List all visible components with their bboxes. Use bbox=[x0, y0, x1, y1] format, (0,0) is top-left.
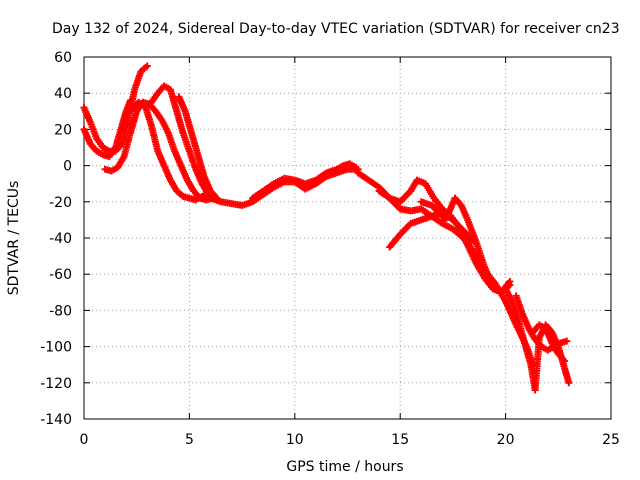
x-tick-label-0: 0 bbox=[80, 432, 89, 448]
series-trace-m bbox=[438, 212, 514, 296]
x-tick-label-4: 20 bbox=[497, 432, 515, 448]
series-trace-l bbox=[417, 194, 505, 296]
y-tick-label-8: -100 bbox=[40, 340, 72, 356]
series-trace-p bbox=[529, 321, 569, 365]
y-tick-label-0: 60 bbox=[54, 50, 72, 66]
point-trace-b-44 bbox=[126, 96, 134, 104]
series-trace-i bbox=[354, 169, 537, 369]
y-tick-label-4: -20 bbox=[49, 195, 72, 211]
x-axis-label: GPS time / hours bbox=[286, 459, 403, 475]
x-tick-label-1: 5 bbox=[185, 432, 194, 448]
data-points bbox=[80, 62, 573, 394]
y-tick-label-10: -140 bbox=[40, 412, 72, 428]
series-trace-e bbox=[147, 82, 219, 202]
point-trace-a-64 bbox=[143, 62, 151, 70]
y-tick-label-9: -120 bbox=[40, 376, 72, 392]
point-trace-p-24 bbox=[561, 357, 569, 365]
y-axis-label: SDTVAR / TECUs bbox=[6, 181, 22, 296]
series-trace-h bbox=[249, 160, 360, 202]
series-trace-b bbox=[80, 96, 134, 161]
y-tick-label-7: -80 bbox=[49, 303, 72, 319]
x-tick-label-5: 25 bbox=[602, 432, 620, 448]
y-axis: 60 40 20 0 -20 -40 -60 -80 -100 -120 -140 bbox=[40, 50, 611, 428]
point-trace-m-49 bbox=[506, 277, 514, 285]
y-tick-label-6: -60 bbox=[49, 267, 72, 283]
point-trace-o-37 bbox=[563, 337, 571, 345]
point-trace-h-52 bbox=[352, 163, 360, 171]
chart-title: Day 132 of 2024, Sidereal Day-to-day VTE… bbox=[52, 21, 620, 37]
y-tick-label-1: 40 bbox=[54, 86, 72, 102]
x-axis: 0 5 10 15 20 25 bbox=[80, 57, 620, 448]
series-trace-f bbox=[175, 93, 221, 202]
y-tick-label-2: 20 bbox=[54, 122, 72, 138]
y-tick-label-5: -40 bbox=[49, 231, 72, 247]
x-tick-label-2: 10 bbox=[286, 432, 304, 448]
point-trace-n-101 bbox=[565, 379, 573, 387]
y-tick-label-3: 0 bbox=[63, 159, 72, 175]
series-trace-d bbox=[122, 98, 212, 204]
series-trace-g bbox=[206, 165, 362, 209]
x-tick-label-3: 15 bbox=[391, 432, 409, 448]
